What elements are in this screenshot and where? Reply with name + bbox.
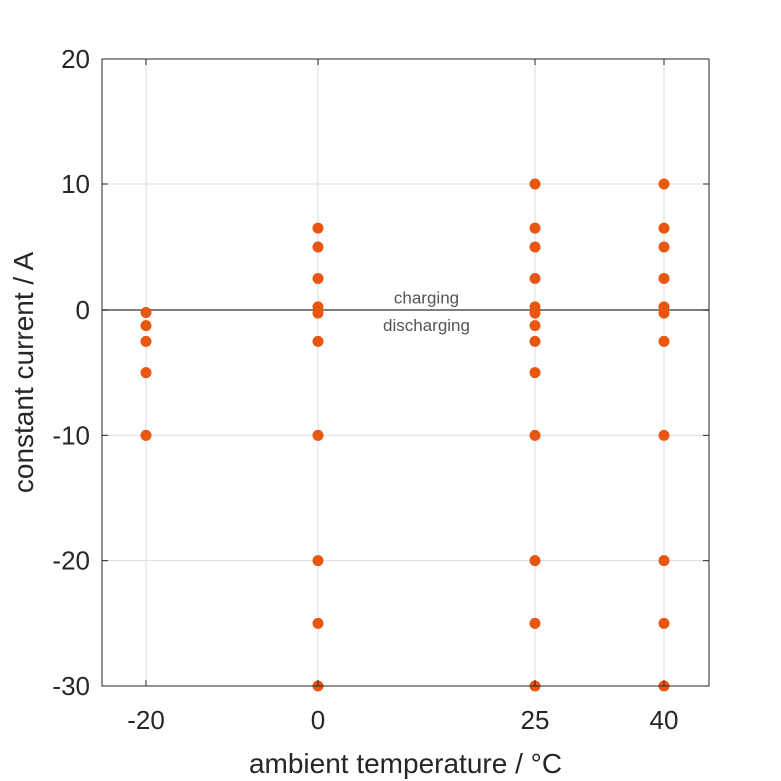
data-point [658,335,670,347]
data-point [312,273,324,284]
y-tick-label: 20 [61,44,90,74]
data-point [529,178,541,190]
data-point [658,555,670,567]
data-point [312,222,324,234]
data-point [312,335,324,347]
tick-marks [102,58,709,687]
annotations: charging discharging [383,288,470,335]
y-tick-label: 0 [76,295,90,325]
data-point [658,241,670,253]
data-point [658,617,670,629]
grid-lines [102,58,709,687]
data-point [529,617,541,629]
x-tick-label: -20 [127,705,165,735]
y-tick-label: -30 [52,671,90,701]
data-point [312,429,324,441]
data-point [140,307,152,319]
x-tick-label: 40 [650,705,679,735]
x-tick-labels: -20 0 25 40 [127,705,678,735]
data-point [312,555,324,567]
data-point [529,555,541,567]
x-axis-title: ambient temperature / °C [249,748,562,779]
data-point [529,335,541,347]
data-point [312,617,324,629]
y-tick-label: 10 [61,169,90,199]
discharging-label: discharging [383,316,470,335]
data-point [140,429,152,441]
y-tick-label: -20 [52,546,90,576]
data-point [529,307,541,319]
data-point [658,429,670,441]
y-tick-label: -10 [52,420,90,450]
data-point [529,273,541,284]
plot-frame [101,58,710,687]
data-point [140,335,152,347]
charging-label: charging [394,288,459,307]
data-point [312,241,324,253]
data-point [140,320,152,332]
data-point [529,429,541,441]
data-point [529,241,541,253]
y-axis-title: constant current / A [8,252,39,494]
x-tick-label: 0 [311,705,325,735]
data-point [658,307,670,319]
y-tick-labels: -30 -20 -10 0 10 20 [52,44,90,701]
data-point [658,178,670,190]
data-point [529,222,541,234]
data-point [529,320,541,332]
x-tick-label: 25 [521,705,550,735]
data-point [658,273,670,284]
data-point [140,367,152,379]
data-point [658,222,670,234]
data-point [312,307,324,319]
data-point [529,367,541,379]
